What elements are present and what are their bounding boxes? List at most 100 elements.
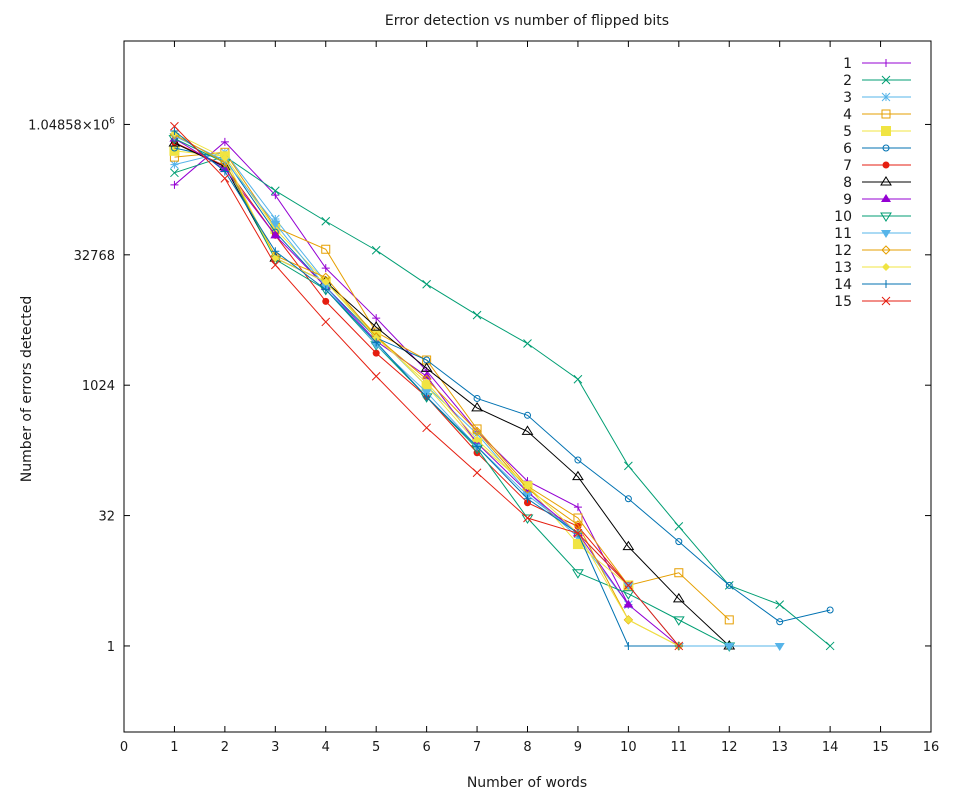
x-tick-label: 5 bbox=[372, 740, 380, 755]
legend-label: 11 bbox=[834, 226, 852, 242]
data-point bbox=[472, 468, 482, 478]
legend-label: 4 bbox=[843, 107, 852, 123]
data-point bbox=[471, 401, 483, 412]
legend-item-1: 1 bbox=[843, 56, 911, 72]
legend-item-10: 10 bbox=[834, 209, 911, 225]
data-point bbox=[371, 245, 381, 255]
legend-marker bbox=[881, 194, 891, 202]
x-tick-label: 16 bbox=[923, 740, 940, 755]
data-point bbox=[674, 522, 684, 531]
data-point bbox=[472, 429, 482, 439]
data-point bbox=[573, 374, 583, 384]
data-point bbox=[472, 426, 482, 437]
legend-marker bbox=[881, 245, 891, 255]
legend-label: 1 bbox=[843, 56, 852, 72]
data-point bbox=[270, 260, 280, 270]
legend-marker bbox=[881, 126, 891, 136]
data-point bbox=[170, 160, 179, 170]
data-point bbox=[270, 220, 281, 229]
data-point bbox=[573, 528, 583, 538]
data-point bbox=[372, 338, 381, 347]
data-point bbox=[270, 214, 280, 224]
legend-marker bbox=[881, 230, 891, 238]
legend-label: 10 bbox=[834, 209, 852, 225]
legend-marker bbox=[882, 59, 890, 67]
legend-label: 13 bbox=[834, 260, 852, 276]
data-point bbox=[321, 285, 330, 294]
data-point bbox=[521, 425, 534, 435]
data-point bbox=[422, 423, 431, 433]
data-point bbox=[473, 394, 481, 402]
legend-marker bbox=[881, 296, 891, 306]
legend-label: 15 bbox=[834, 294, 852, 310]
legend-label: 12 bbox=[834, 243, 852, 259]
chart-title: Error detection vs number of flipped bit… bbox=[385, 13, 669, 29]
data-point bbox=[573, 513, 583, 523]
data-point bbox=[321, 244, 331, 254]
data-point bbox=[524, 411, 531, 419]
legend-item-2: 2 bbox=[843, 73, 911, 89]
data-point bbox=[220, 153, 229, 162]
legend-item-11: 11 bbox=[834, 226, 911, 242]
data-point bbox=[170, 180, 179, 189]
data-point bbox=[270, 186, 280, 196]
data-point bbox=[473, 442, 482, 451]
x-tick-label: 13 bbox=[771, 740, 788, 755]
data-point bbox=[271, 254, 280, 263]
data-point bbox=[675, 538, 683, 546]
data-point bbox=[220, 137, 229, 146]
x-tick-label: 7 bbox=[473, 740, 481, 755]
x-tick-label: 3 bbox=[271, 740, 279, 755]
x-tick-label: 10 bbox=[620, 740, 637, 755]
series-2 bbox=[170, 151, 835, 651]
data-point bbox=[725, 581, 733, 589]
data-point bbox=[574, 456, 582, 464]
legend-label: 2 bbox=[843, 73, 852, 89]
y-tick-label: 1 bbox=[107, 640, 115, 655]
legend-item-5: 5 bbox=[843, 124, 911, 140]
legend-item-6: 6 bbox=[843, 141, 911, 157]
data-point bbox=[776, 618, 784, 626]
axes: 0 1 2 3 4 5 6 7 8 9 10 11 12 13 14 15 161321024327681.04… bbox=[28, 40, 940, 755]
legend-label: 8 bbox=[843, 175, 852, 191]
data-point bbox=[674, 641, 684, 651]
x-tick-label: 1 bbox=[170, 740, 178, 755]
series-line bbox=[174, 147, 831, 623]
data-point bbox=[522, 484, 533, 494]
legend-label: 3 bbox=[843, 90, 852, 106]
data-point bbox=[624, 641, 633, 650]
data-point bbox=[321, 216, 331, 226]
data-point bbox=[321, 317, 331, 327]
data-point bbox=[472, 424, 482, 434]
data-point bbox=[372, 349, 380, 357]
series-line bbox=[174, 155, 831, 647]
legend-item-3: 3 bbox=[843, 90, 911, 106]
legend-marker bbox=[881, 75, 891, 85]
data-point bbox=[271, 247, 280, 256]
legend-item-13: 13 bbox=[834, 260, 911, 276]
x-tick-label: 15 bbox=[872, 740, 889, 755]
x-tick-label: 14 bbox=[822, 740, 839, 755]
x-tick-label: 11 bbox=[671, 740, 688, 755]
data-point bbox=[672, 616, 685, 626]
data-point bbox=[572, 569, 584, 579]
data-point bbox=[220, 174, 230, 183]
data-point bbox=[624, 461, 633, 471]
data-point bbox=[622, 540, 635, 551]
data-point bbox=[422, 279, 431, 289]
legend-marker bbox=[882, 144, 890, 152]
data-point bbox=[622, 590, 635, 600]
legend-marker bbox=[882, 263, 890, 271]
series-line bbox=[174, 138, 730, 647]
x-tick-label: 8 bbox=[523, 740, 531, 755]
data-point bbox=[523, 494, 532, 503]
legend-marker bbox=[882, 280, 890, 288]
legend-label: 5 bbox=[843, 124, 852, 140]
data-point bbox=[170, 168, 179, 178]
data-point bbox=[624, 615, 633, 624]
x-tick-label: 2 bbox=[221, 740, 229, 755]
legend-marker bbox=[881, 109, 891, 119]
data-point bbox=[623, 599, 634, 608]
data-point bbox=[573, 503, 582, 512]
